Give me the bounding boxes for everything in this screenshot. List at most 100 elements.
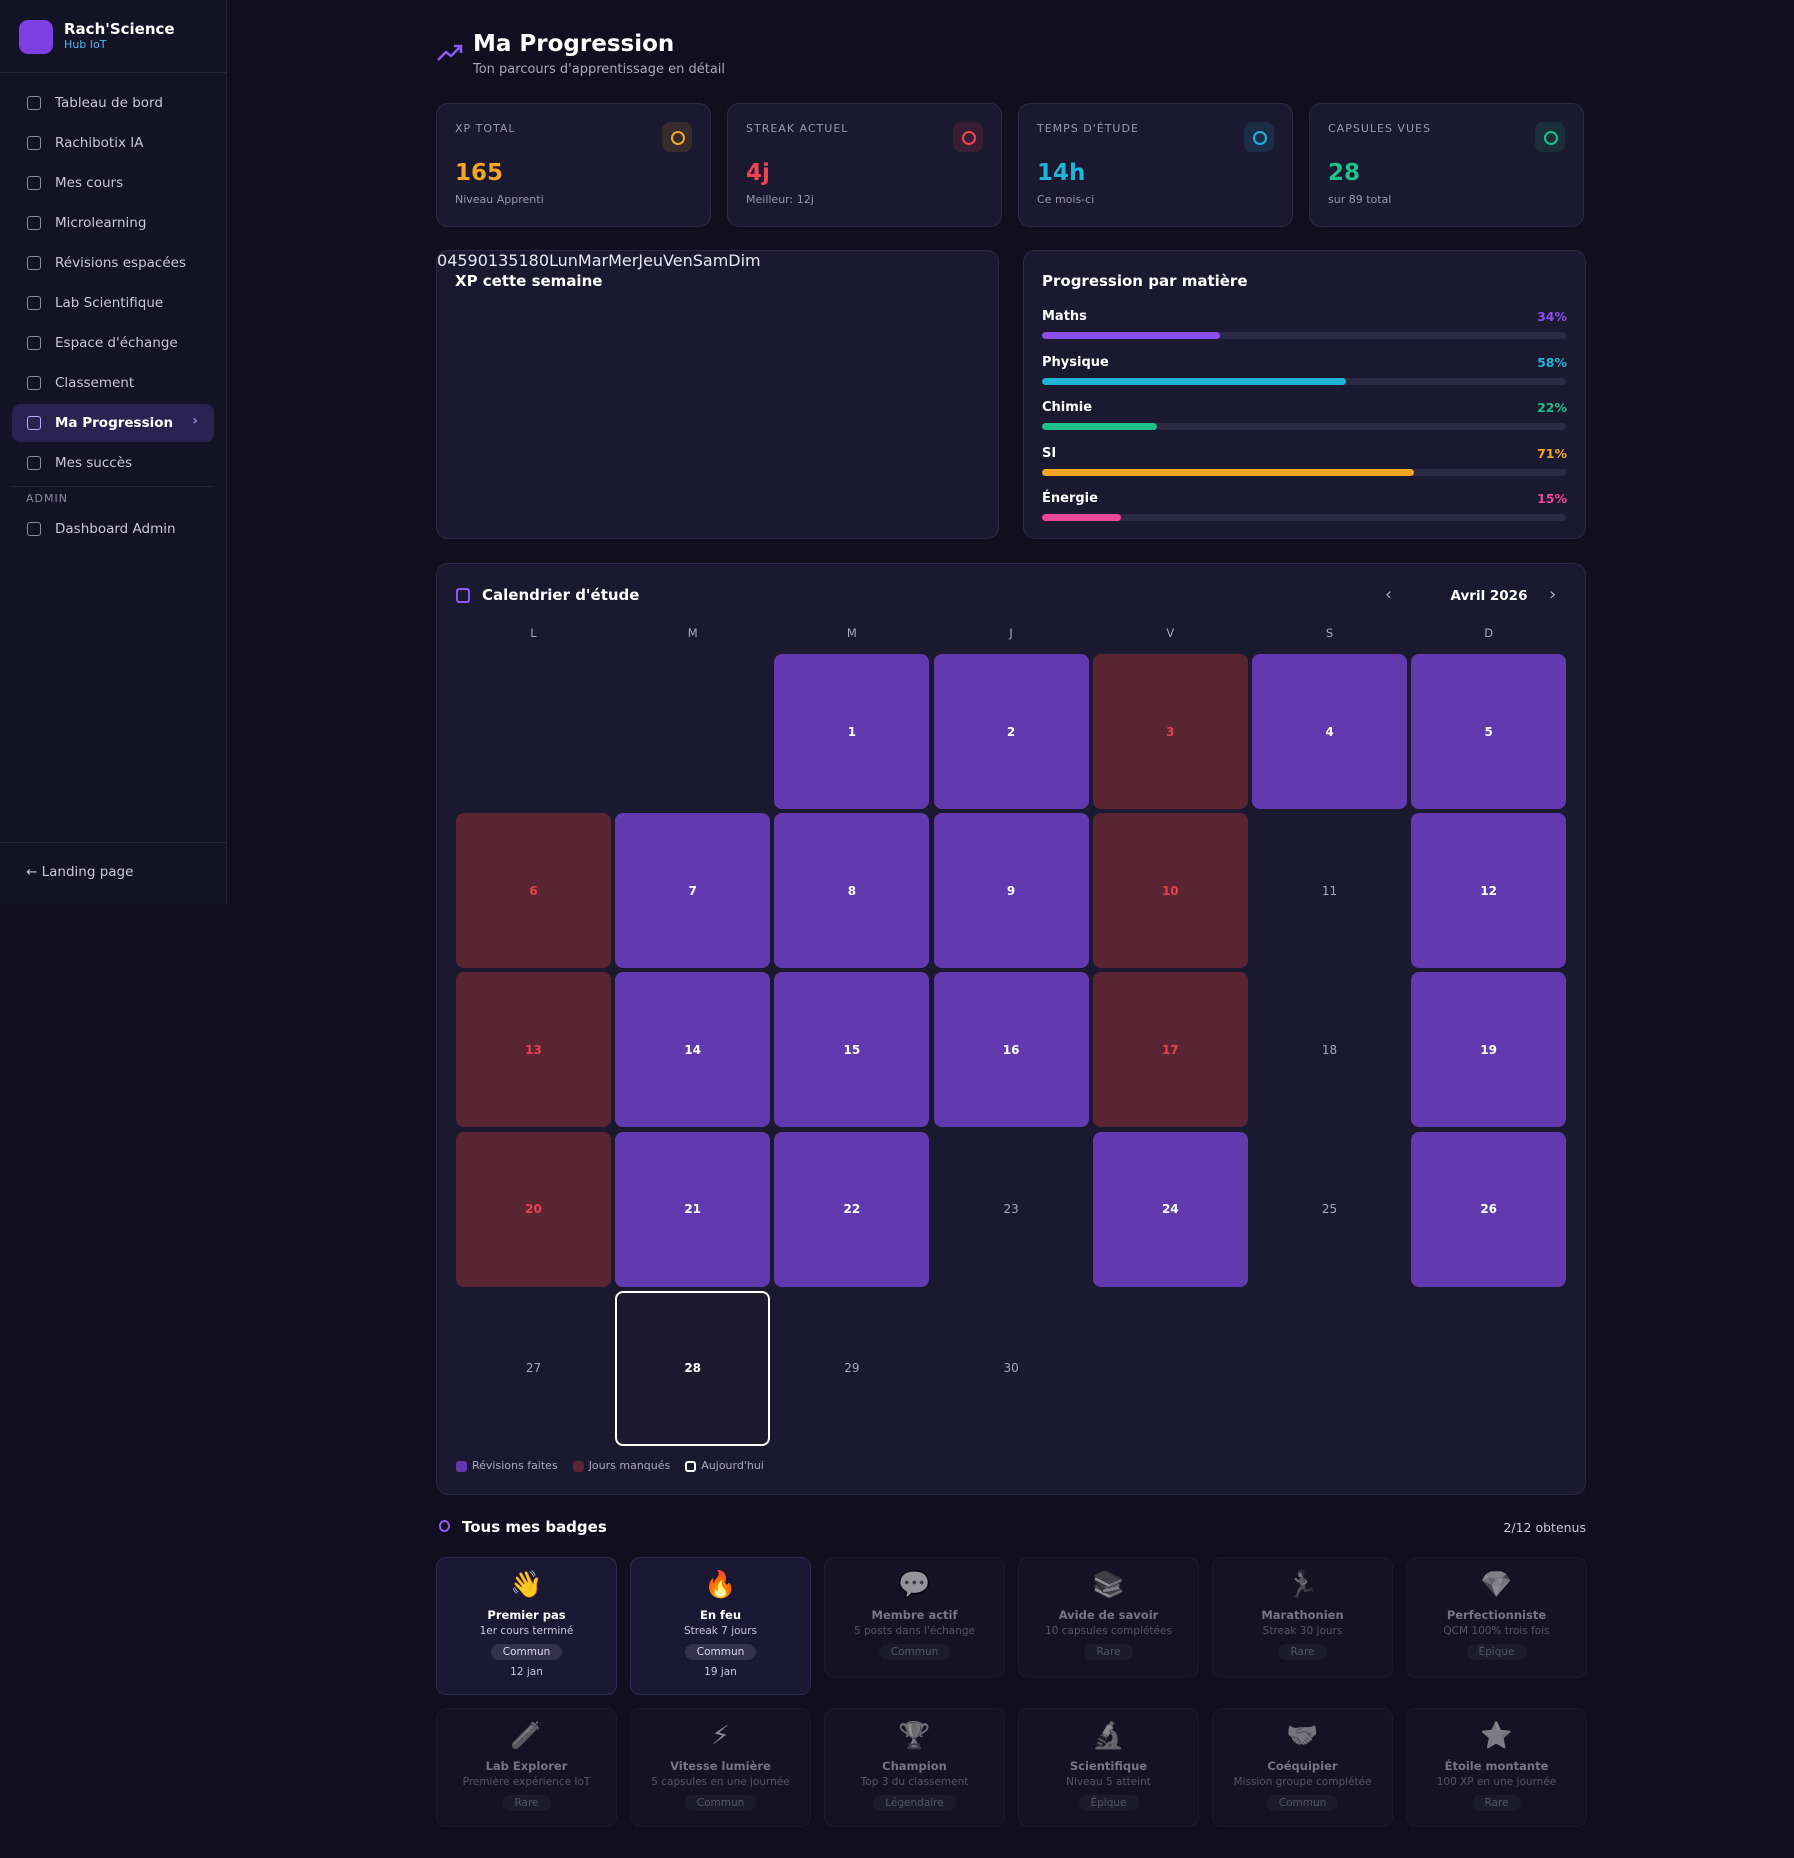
badge-desc: Niveau 5 atteint xyxy=(1066,1776,1151,1788)
badge-card[interactable]: 💬 Membre actif 5 posts dans l'échange Commu… xyxy=(824,1557,1005,1678)
weekday-label: D xyxy=(1484,626,1494,640)
badge-name: Avide de savoir xyxy=(1058,1608,1159,1622)
badge-card[interactable]: 🤝 Coéquipier Mission groupe complétée Commu… xyxy=(1212,1708,1393,1827)
badge-rarity: Commun xyxy=(490,1644,563,1660)
calendar-day: 11 xyxy=(1321,883,1338,898)
calendar-day: 10 xyxy=(1092,813,1248,969)
nav-icon xyxy=(27,176,41,190)
badge-desc: Mission groupe complétée xyxy=(1233,1776,1372,1788)
stat-value: 4j xyxy=(746,160,770,186)
x-tick-label: Sam xyxy=(692,251,729,270)
separator xyxy=(0,72,226,73)
next-button[interactable]: › xyxy=(1549,584,1557,605)
legend-swatch xyxy=(572,1461,584,1472)
badge-name: Coéquipier xyxy=(1267,1759,1338,1773)
badge-card[interactable]: 🏃 Marathonien Streak 30 jours Rare xyxy=(1212,1557,1393,1678)
nav-icon xyxy=(27,522,41,536)
badge-name: Scientifique xyxy=(1069,1759,1148,1773)
calendar-day: 23 xyxy=(1003,1202,1019,1217)
chart-card: XP cette semaine 04590135180LunMarMerJeuV… xyxy=(436,250,999,539)
badge-icon: 🔬 xyxy=(1092,1721,1125,1751)
stat-sub: sur 89 total xyxy=(1328,193,1392,206)
nav-item[interactable]: Microlearning xyxy=(12,204,214,242)
logo xyxy=(19,20,53,54)
nav-item[interactable]: Tableau de bord xyxy=(12,84,214,122)
x-tick-label: Mer xyxy=(608,251,639,270)
calendar-day: 7 xyxy=(615,813,771,969)
subject-percent: 71% xyxy=(1537,445,1567,461)
badge-card[interactable]: 🏆 Champion Top 3 du classement Légendaire xyxy=(824,1708,1005,1827)
progress-fill xyxy=(1042,332,1221,339)
badge-card[interactable]: 🔬 Scientifique Niveau 5 atteint Épique xyxy=(1018,1708,1199,1827)
section-title: Tous mes badges xyxy=(462,1518,607,1536)
subject-name: Maths xyxy=(1042,309,1087,324)
progress-track xyxy=(1042,514,1566,521)
subject-name: Chimie xyxy=(1042,400,1093,415)
prev-button[interactable]: ‹ xyxy=(1385,584,1393,605)
nav-item[interactable]: Mes cours xyxy=(12,164,214,202)
y-tick-label: 0 xyxy=(437,251,448,270)
badge-desc: 5 posts dans l'échange xyxy=(854,1625,975,1637)
stat-label: CAPSULES VUES xyxy=(1328,122,1431,135)
badge-name: Étoile montante xyxy=(1444,1759,1549,1773)
nav-icon xyxy=(27,256,41,270)
stat-label: XP TOTAL xyxy=(455,122,516,135)
calendar-icon xyxy=(456,588,470,603)
badge-name: Premier pas xyxy=(487,1608,566,1622)
subject-percent: 34% xyxy=(1537,309,1567,324)
calendar-day: 1 xyxy=(774,654,930,809)
nav-item[interactable]: Mes succès xyxy=(12,444,214,482)
badge-card[interactable]: 🔥 En feu Streak 7 jours Commun 19 jan xyxy=(630,1557,811,1695)
chevron: › xyxy=(192,413,198,429)
badge-card[interactable]: ⚡ Vitesse lumière 5 capsules en une journé… xyxy=(630,1708,811,1827)
y-tick-label: 135 xyxy=(487,251,519,270)
badge-rarity: Épique xyxy=(1078,1795,1139,1811)
card-title: Calendrier d'étude xyxy=(482,586,640,604)
section-label: ADMIN xyxy=(26,492,68,505)
subject-name: Physique xyxy=(1042,354,1109,370)
calendar-day: 3 xyxy=(1092,654,1248,809)
nav-icon xyxy=(27,336,41,350)
landing-link[interactable]: ← Landing page xyxy=(26,864,134,880)
badge-icon: ⚡ xyxy=(711,1721,730,1751)
calendar-day: 5 xyxy=(1411,654,1567,809)
stat-icon xyxy=(662,122,692,152)
stat-icon xyxy=(1535,122,1565,152)
nav-item[interactable]: Révisions espacées xyxy=(12,244,214,282)
progress-track xyxy=(1042,423,1566,430)
badge-card[interactable]: 🧪 Lab Explorer Première expérience IoT Rare xyxy=(436,1708,617,1827)
stat-value: 28 xyxy=(1328,160,1361,186)
calendar-day: 26 xyxy=(1411,1131,1567,1287)
badge-date: 19 jan xyxy=(704,1666,737,1678)
nav-item[interactable]: Espace d'échange xyxy=(12,324,214,362)
badge-name: Champion xyxy=(882,1759,947,1773)
subject-name: Énergie xyxy=(1042,491,1098,506)
nav-item[interactable]: Dashboard Admin xyxy=(12,510,214,548)
badge-rarity: Commun xyxy=(684,1644,757,1660)
subject-percent: 15% xyxy=(1537,491,1567,506)
nav-item[interactable]: Lab Scientifique xyxy=(12,284,214,322)
nav-icon xyxy=(27,296,41,310)
badge-icon: 🤝 xyxy=(1286,1721,1319,1751)
badge-icon: 📚 xyxy=(1092,1570,1125,1600)
stat-value: 165 xyxy=(455,160,504,186)
weekday-label: L xyxy=(530,626,537,640)
badges-icon xyxy=(439,1520,450,1532)
calendar-day: 27 xyxy=(525,1361,542,1376)
chart-title: XP cette semaine xyxy=(455,272,603,290)
nav-item[interactable]: Classement xyxy=(12,364,214,402)
badge-card[interactable]: 💎 Perfectionniste QCM 100% trois fois Épiqu… xyxy=(1406,1557,1587,1678)
x-tick-label: Ven xyxy=(663,251,693,270)
badge-card[interactable]: ⭐ Étoile montante 100 XP en une journée Rar… xyxy=(1406,1708,1587,1827)
badge-icon: ⭐ xyxy=(1480,1721,1513,1751)
badge-card[interactable]: 📚 Avide de savoir 10 capsules complétées Ra… xyxy=(1018,1557,1199,1678)
badge-icon: 🔥 xyxy=(704,1570,737,1600)
badge-icon: 💬 xyxy=(898,1570,931,1600)
badge-card[interactable]: 👋 Premier pas 1er cours terminé Commun 12 ja… xyxy=(436,1557,617,1695)
nav-item[interactable]: Ma Progression › xyxy=(12,404,214,442)
sidebar: Rach'Science Hub IoT ← Landing page Tabl… xyxy=(0,0,227,904)
calendar-day: 12 xyxy=(1411,813,1567,969)
nav-item[interactable]: Rachibotix IA xyxy=(12,124,214,162)
nav-icon xyxy=(27,96,41,110)
